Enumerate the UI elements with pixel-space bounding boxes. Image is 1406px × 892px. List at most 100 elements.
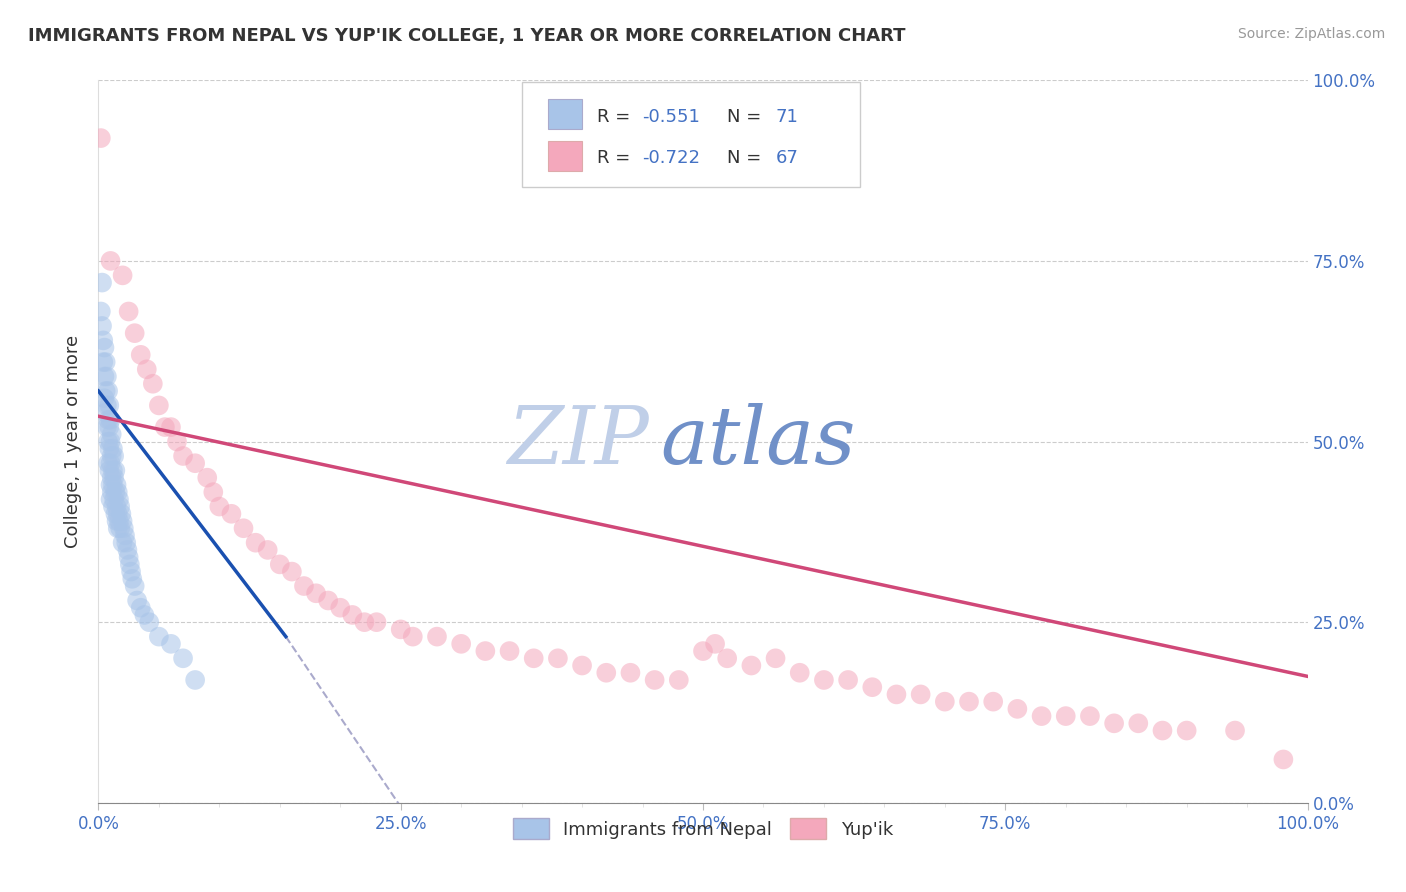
Point (366, 615, 388, 630)
Point (111, 514, 134, 528)
Text: atlas: atlas (661, 403, 856, 480)
Point (353, 615, 375, 630)
Point (96, 369, 118, 384)
Point (571, 658, 593, 673)
Point (104, 463, 127, 477)
Point (105, 478, 128, 492)
Point (111, 535, 134, 549)
Point (121, 572, 143, 586)
Point (704, 637, 727, 651)
Point (160, 637, 183, 651)
Point (547, 651, 569, 665)
Text: 67: 67 (776, 149, 799, 167)
Point (110, 507, 132, 521)
Point (127, 593, 149, 607)
Point (981, 695, 1004, 709)
Point (115, 535, 138, 549)
Point (97, 434, 120, 449)
Point (100, 434, 122, 449)
Point (135, 362, 157, 376)
Point (129, 348, 152, 362)
Point (101, 500, 124, 514)
Point (860, 680, 883, 694)
Text: -0.551: -0.551 (643, 108, 700, 127)
Point (172, 449, 194, 463)
Point (96, 398, 118, 412)
Point (668, 673, 690, 687)
Point (94, 384, 117, 398)
Point (103, 470, 125, 484)
Point (402, 630, 425, 644)
Point (148, 630, 170, 644)
Point (208, 500, 231, 514)
Point (96, 420, 118, 434)
Point (93, 369, 115, 384)
Point (107, 507, 129, 521)
Point (105, 514, 128, 528)
Point (100, 470, 122, 484)
Point (934, 695, 956, 709)
Point (426, 630, 449, 644)
Point (342, 607, 364, 622)
Point (118, 558, 141, 572)
Point (93, 341, 115, 355)
Point (104, 485, 127, 500)
Point (474, 644, 496, 658)
Point (305, 586, 328, 600)
Point (100, 253, 122, 268)
Point (100, 492, 122, 507)
Point (124, 579, 146, 593)
Point (120, 565, 142, 579)
Point (138, 615, 160, 630)
Point (118, 304, 141, 318)
Point (100, 449, 122, 463)
Point (1223, 723, 1246, 738)
Point (256, 542, 278, 557)
Point (195, 470, 218, 484)
Point (316, 593, 339, 607)
Text: 71: 71 (776, 108, 799, 127)
Legend: Immigrants from Nepal, Yup'ik: Immigrants from Nepal, Yup'ik (503, 809, 903, 848)
Point (789, 665, 811, 680)
Point (91, 334, 114, 348)
Point (281, 565, 304, 579)
Point (160, 420, 183, 434)
Text: R =: R = (596, 149, 636, 167)
Point (117, 542, 139, 557)
Point (90, 304, 112, 318)
Point (98, 420, 121, 434)
Point (221, 507, 243, 521)
Point (1128, 716, 1150, 731)
Point (100, 478, 122, 492)
Point (112, 521, 135, 535)
Point (740, 658, 762, 673)
Text: IMMIGRANTS FROM NEPAL VS YUP'IK COLLEGE, 1 YEAR OR MORE CORRELATION CHART: IMMIGRANTS FROM NEPAL VS YUP'IK COLLEGE,… (28, 27, 905, 45)
Point (93, 391, 115, 405)
Point (269, 558, 291, 572)
Point (97, 384, 120, 398)
Point (1031, 709, 1053, 723)
Point (1078, 709, 1101, 723)
Point (910, 687, 932, 701)
Point (1272, 752, 1295, 766)
Text: -0.722: -0.722 (643, 149, 700, 167)
Point (184, 673, 207, 687)
Point (148, 398, 170, 412)
Y-axis label: College, 1 year or more: College, 1 year or more (65, 335, 83, 548)
Point (184, 456, 207, 470)
Point (114, 528, 136, 542)
Point (644, 673, 666, 687)
Point (166, 434, 188, 449)
Point (292, 579, 315, 593)
Point (91, 355, 114, 369)
Point (619, 665, 641, 680)
Point (103, 492, 125, 507)
Point (97, 413, 120, 427)
Point (172, 651, 194, 665)
Point (97, 456, 120, 470)
Text: N =: N = (727, 108, 768, 127)
Point (1102, 716, 1125, 731)
Point (153, 420, 176, 434)
Text: R =: R = (596, 108, 636, 127)
Point (716, 651, 738, 665)
